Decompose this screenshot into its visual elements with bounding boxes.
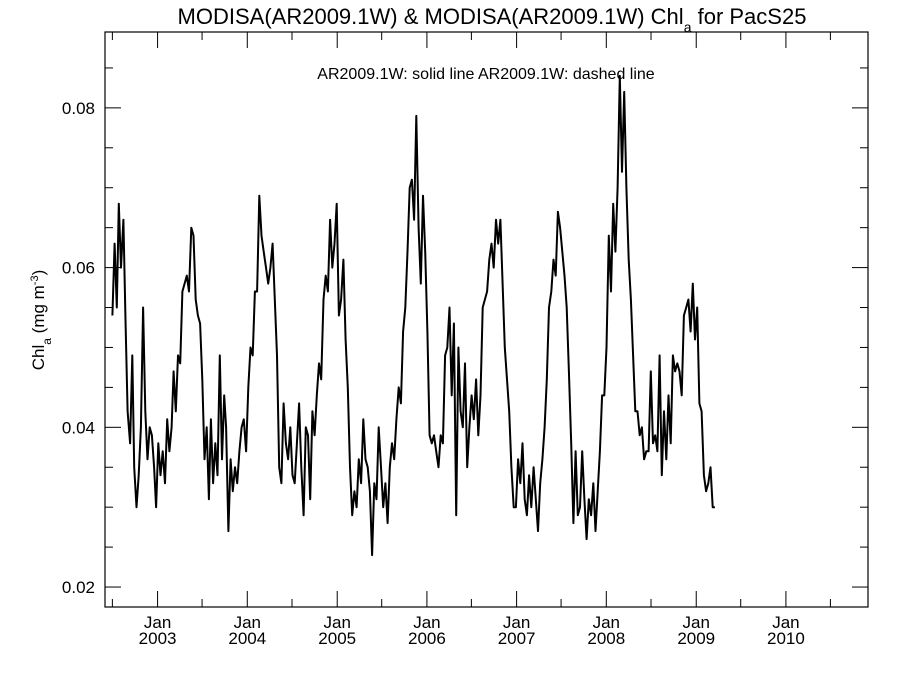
x-tick-month: Jan [144,613,171,632]
y-tick-label: 0.08 [62,99,95,118]
series-layer [111,74,715,557]
x-tick-year: 2009 [677,629,715,648]
x-tick-month: Jan [772,613,799,632]
x-tick-labels: Jan2003Jan2004Jan2005Jan2006Jan2007Jan20… [139,613,805,648]
x-tick-year: 2005 [318,629,356,648]
y-axis-label: Chla (mg m-3) [29,270,54,371]
y-tick-labels: 0.02 0.04 0.06 0.08 [62,99,95,597]
x-tick-month: Jan [683,613,710,632]
x-tick-month: Jan [413,613,440,632]
plot-frame [104,31,869,608]
x-tick-month: Jan [324,613,351,632]
axis-ticks [105,32,868,607]
y-tick-label: 0.02 [62,578,95,597]
y-tick-label: 0.06 [62,259,95,278]
y-tick-label: 0.04 [62,418,95,437]
x-tick-year: 2004 [228,629,266,648]
x-tick-month: Jan [593,613,620,632]
series-line-solid [111,74,715,557]
chart-title: MODISA(AR2009.1W) & MODISA(AR2009.1W) Ch… [178,4,807,35]
series-annotation: AR2009.1W: solid line AR2009.1W: dashed … [317,66,655,83]
x-tick-year: 2010 [767,629,805,648]
x-tick-month: Jan [234,613,261,632]
x-tick-year: 2008 [587,629,625,648]
x-tick-year: 2006 [408,629,446,648]
x-tick-month: Jan [503,613,530,632]
x-tick-year: 2003 [139,629,177,648]
x-tick-year: 2007 [498,629,536,648]
